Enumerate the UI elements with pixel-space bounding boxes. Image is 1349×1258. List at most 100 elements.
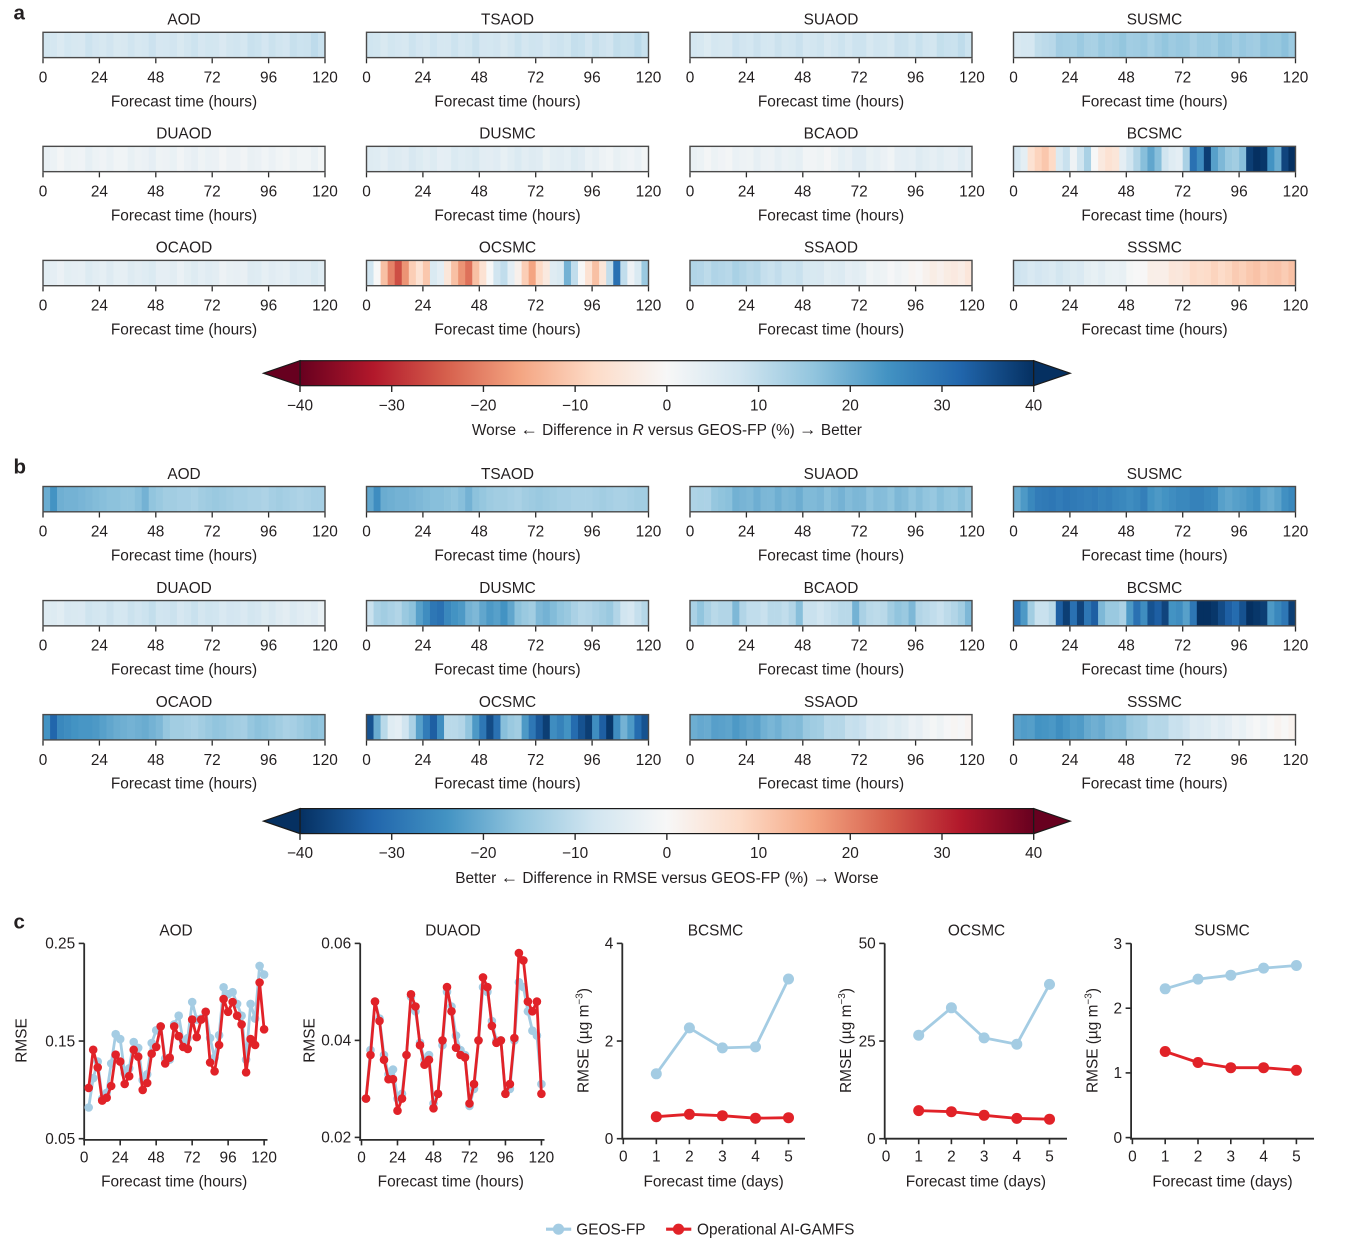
svg-text:Forecast time (hours): Forecast time (hours) (1081, 207, 1227, 224)
svg-text:30: 30 (933, 397, 950, 414)
svg-text:0: 0 (686, 184, 695, 201)
svg-text:0: 0 (882, 1149, 891, 1166)
svg-text:SSSMC: SSSMC (1127, 240, 1182, 257)
svg-text:48: 48 (471, 184, 488, 201)
svg-text:120: 120 (1283, 70, 1309, 87)
svg-text:120: 120 (1283, 638, 1309, 655)
svg-text:48: 48 (147, 638, 164, 655)
svg-text:96: 96 (260, 70, 277, 87)
svg-text:24: 24 (389, 1150, 407, 1167)
svg-text:DUAOD: DUAOD (425, 923, 481, 940)
svg-text:2: 2 (605, 1033, 614, 1050)
svg-text:−30: −30 (379, 845, 405, 862)
svg-text:24: 24 (91, 184, 109, 201)
svg-text:96: 96 (220, 1150, 237, 1167)
svg-text:−30: −30 (379, 397, 405, 414)
svg-text:4: 4 (605, 936, 614, 953)
svg-text:48: 48 (794, 298, 811, 315)
svg-text:3: 3 (1114, 936, 1123, 953)
svg-text:72: 72 (1174, 752, 1191, 769)
svg-text:SUSMC: SUSMC (1194, 923, 1250, 940)
svg-text:24: 24 (414, 298, 432, 315)
svg-text:120: 120 (1283, 184, 1309, 201)
svg-text:Forecast time (hours): Forecast time (hours) (434, 207, 580, 224)
svg-text:0: 0 (619, 1149, 628, 1166)
svg-text:24: 24 (1061, 70, 1079, 87)
svg-text:OCSMC: OCSMC (948, 923, 1005, 940)
svg-text:5: 5 (1045, 1149, 1054, 1166)
svg-text:120: 120 (959, 638, 985, 655)
svg-text:96: 96 (1231, 184, 1248, 201)
svg-text:DUSMC: DUSMC (479, 126, 535, 143)
svg-text:0: 0 (39, 752, 48, 769)
svg-text:96: 96 (584, 298, 601, 315)
svg-text:96: 96 (260, 184, 277, 201)
svg-text:1: 1 (652, 1149, 661, 1166)
svg-text:0: 0 (663, 397, 672, 414)
svg-text:AOD: AOD (167, 12, 200, 29)
svg-text:AOD: AOD (167, 466, 200, 483)
svg-text:0.25: 0.25 (45, 936, 75, 953)
svg-text:96: 96 (907, 638, 924, 655)
svg-text:72: 72 (527, 70, 544, 87)
svg-text:Better ← Difference in RMSE ve: Better ← Difference in RMSE versus GEOS-… (455, 867, 878, 887)
svg-text:120: 120 (959, 298, 985, 315)
svg-text:0: 0 (1009, 638, 1018, 655)
svg-text:40: 40 (1025, 845, 1042, 862)
svg-text:24: 24 (738, 184, 756, 201)
svg-text:24: 24 (738, 70, 756, 87)
svg-text:DUAOD: DUAOD (156, 126, 212, 143)
svg-text:72: 72 (184, 1150, 201, 1167)
svg-text:SUAOD: SUAOD (804, 466, 859, 483)
svg-text:Forecast time (days): Forecast time (days) (643, 1174, 783, 1191)
svg-text:0: 0 (362, 752, 371, 769)
svg-text:Forecast time (hours): Forecast time (hours) (434, 548, 580, 565)
svg-text:10: 10 (750, 397, 767, 414)
svg-text:48: 48 (1118, 524, 1135, 541)
svg-text:2: 2 (1194, 1149, 1203, 1166)
svg-text:24: 24 (738, 524, 756, 541)
svg-text:72: 72 (1174, 638, 1191, 655)
svg-text:b: b (14, 456, 27, 479)
svg-text:96: 96 (907, 184, 924, 201)
svg-text:2: 2 (685, 1149, 694, 1166)
svg-text:120: 120 (636, 298, 662, 315)
svg-text:48: 48 (1118, 70, 1135, 87)
svg-text:−20: −20 (470, 845, 496, 862)
svg-text:0: 0 (1009, 70, 1018, 87)
svg-text:Forecast time (hours): Forecast time (hours) (1081, 776, 1227, 793)
svg-text:0: 0 (80, 1150, 89, 1167)
svg-text:72: 72 (1174, 524, 1191, 541)
svg-text:120: 120 (529, 1150, 555, 1167)
svg-text:−20: −20 (470, 397, 496, 414)
svg-text:RMSE (µg m−3): RMSE (µg m−3) (837, 988, 855, 1093)
svg-text:120: 120 (636, 752, 662, 769)
svg-text:BCSMC: BCSMC (688, 923, 744, 940)
svg-text:48: 48 (147, 184, 164, 201)
svg-text:96: 96 (260, 524, 277, 541)
svg-text:1: 1 (1114, 1065, 1123, 1082)
svg-text:96: 96 (260, 752, 277, 769)
svg-text:48: 48 (1118, 638, 1135, 655)
svg-text:72: 72 (1174, 298, 1191, 315)
svg-text:24: 24 (414, 524, 432, 541)
svg-text:OCAOD: OCAOD (156, 240, 212, 257)
svg-text:0.15: 0.15 (45, 1033, 75, 1050)
svg-text:0: 0 (1128, 1149, 1137, 1166)
svg-text:BCSMC: BCSMC (1127, 126, 1183, 143)
svg-text:48: 48 (471, 70, 488, 87)
svg-text:Forecast time (hours): Forecast time (hours) (111, 322, 257, 339)
svg-text:72: 72 (204, 70, 221, 87)
svg-text:72: 72 (851, 184, 868, 201)
svg-text:96: 96 (1231, 752, 1248, 769)
svg-text:48: 48 (471, 524, 488, 541)
svg-text:96: 96 (584, 638, 601, 655)
svg-text:0: 0 (39, 298, 48, 315)
svg-text:72: 72 (527, 184, 544, 201)
svg-text:OCAOD: OCAOD (156, 694, 212, 711)
svg-text:Forecast time (hours): Forecast time (hours) (434, 93, 580, 110)
svg-text:a: a (14, 1, 26, 24)
svg-text:24: 24 (1061, 524, 1079, 541)
svg-text:24: 24 (1061, 638, 1079, 655)
svg-text:20: 20 (842, 397, 859, 414)
